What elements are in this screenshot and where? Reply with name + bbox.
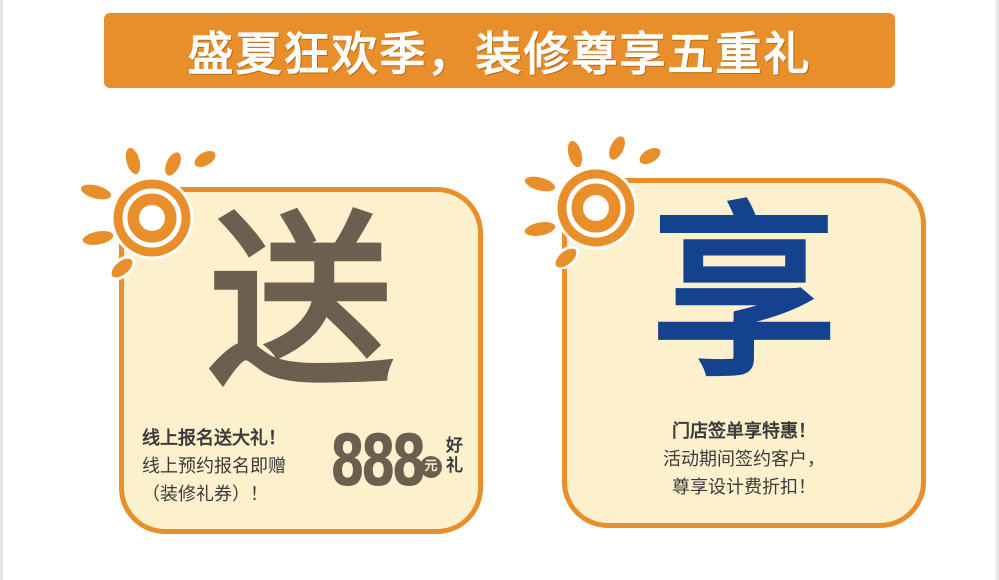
left-border — [0, 0, 3, 580]
discount-headline: 门店签单享特惠！ — [672, 421, 816, 442]
gift-voucher-note: （装修礼券）！ — [142, 484, 268, 505]
promo-banner: 盛夏狂欢季，装修尊享五重礼 — [104, 13, 895, 88]
gift-description: 线上预约报名即赠 — [142, 456, 286, 477]
gift-suffix: 好礼 — [446, 436, 463, 476]
gift-unit: 元 — [420, 456, 442, 478]
gift-amount: 888 — [330, 420, 427, 502]
gift-card: 送 线上报名送大礼！ 线上预约报名即赠 （装修礼券）！ 888 元 好礼 — [119, 187, 483, 534]
discount-character: 享 — [650, 185, 837, 402]
gift-character: 送 — [207, 194, 394, 411]
right-border — [996, 0, 999, 580]
sun-icon — [521, 134, 664, 269]
discount-card: 享 门店签单享特惠！ 活动期间签约客户， 尊享设计费折扣！ — [562, 178, 926, 528]
sun-icon — [77, 146, 219, 281]
discount-description: 活动期间签约客户， — [663, 449, 825, 470]
gift-headline: 线上报名送大礼！ — [142, 428, 286, 449]
discount-note: 尊享设计费折扣！ — [672, 477, 816, 498]
banner-title: 盛夏狂欢季，装修尊享五重礼 — [187, 26, 812, 81]
